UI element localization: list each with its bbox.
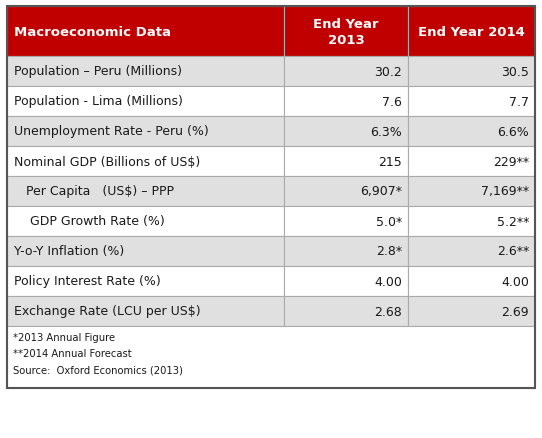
Bar [284,177,408,207]
Text: 7.7: 7.7 [509,95,529,108]
Bar [408,297,535,326]
Text: 2.69: 2.69 [501,305,529,318]
Bar [7,147,284,177]
Bar [284,207,408,237]
Bar [7,117,284,147]
Text: 7,169**: 7,169** [481,185,529,198]
Bar [408,7,535,57]
Text: *2013 Annual Figure: *2013 Annual Figure [13,332,115,342]
Bar [408,147,535,177]
Text: Unemployment Rate - Peru (%): Unemployment Rate - Peru (%) [14,125,209,138]
Bar [7,87,284,117]
Text: GDP Growth Rate (%): GDP Growth Rate (%) [14,215,165,228]
Text: 5.2**: 5.2** [496,215,529,228]
Text: 5.0*: 5.0* [376,215,402,228]
Bar [7,297,284,326]
Text: Policy Interest Rate (%): Policy Interest Rate (%) [14,275,161,288]
Text: Population - Lima (Millions): Population - Lima (Millions) [14,95,183,108]
Bar [7,7,284,57]
Text: Per Capita   (US$) – PPP: Per Capita (US$) – PPP [14,185,174,198]
Text: 2.8*: 2.8* [376,245,402,258]
Bar [284,87,408,117]
Bar [408,57,535,87]
Text: Source:  Oxford Economics (2013): Source: Oxford Economics (2013) [13,364,183,374]
Bar [408,266,535,297]
Text: 30.2: 30.2 [375,65,402,78]
Bar [284,266,408,297]
Text: 215: 215 [378,155,402,168]
Text: **2014 Annual Forecast: **2014 Annual Forecast [13,348,132,358]
Bar [284,57,408,87]
Bar [284,7,408,57]
Text: 6,907*: 6,907* [360,185,402,198]
Bar [408,87,535,117]
Text: End Year
2013: End Year 2013 [313,18,379,46]
Bar [284,297,408,326]
Bar [7,266,284,297]
Text: Y-o-Y Inflation (%): Y-o-Y Inflation (%) [14,245,124,258]
Text: 2.6**: 2.6** [497,245,529,258]
Bar [7,7,535,388]
Bar [7,237,284,266]
Bar [408,117,535,147]
Bar [408,207,535,237]
Text: 2.68: 2.68 [375,305,402,318]
Bar [7,57,284,87]
Bar [408,177,535,207]
Text: Macroeconomic Data: Macroeconomic Data [14,25,171,39]
Bar [284,117,408,147]
Text: 7.6: 7.6 [383,95,402,108]
Text: 6.3%: 6.3% [371,125,402,138]
Bar [7,207,284,237]
Text: 6.6%: 6.6% [497,125,529,138]
Text: End Year 2014: End Year 2014 [418,25,525,39]
Text: 229**: 229** [493,155,529,168]
Text: Exchange Rate (LCU per US$): Exchange Rate (LCU per US$) [14,305,201,318]
Text: 4.00: 4.00 [375,275,402,288]
Bar [408,237,535,266]
Text: 30.5: 30.5 [501,65,529,78]
Bar [7,326,535,388]
Text: Nominal GDP (Billions of US$): Nominal GDP (Billions of US$) [14,155,200,168]
Bar [284,147,408,177]
Text: Population – Peru (Millions): Population – Peru (Millions) [14,65,182,78]
Bar [284,237,408,266]
Text: 4.00: 4.00 [501,275,529,288]
Bar [7,177,284,207]
